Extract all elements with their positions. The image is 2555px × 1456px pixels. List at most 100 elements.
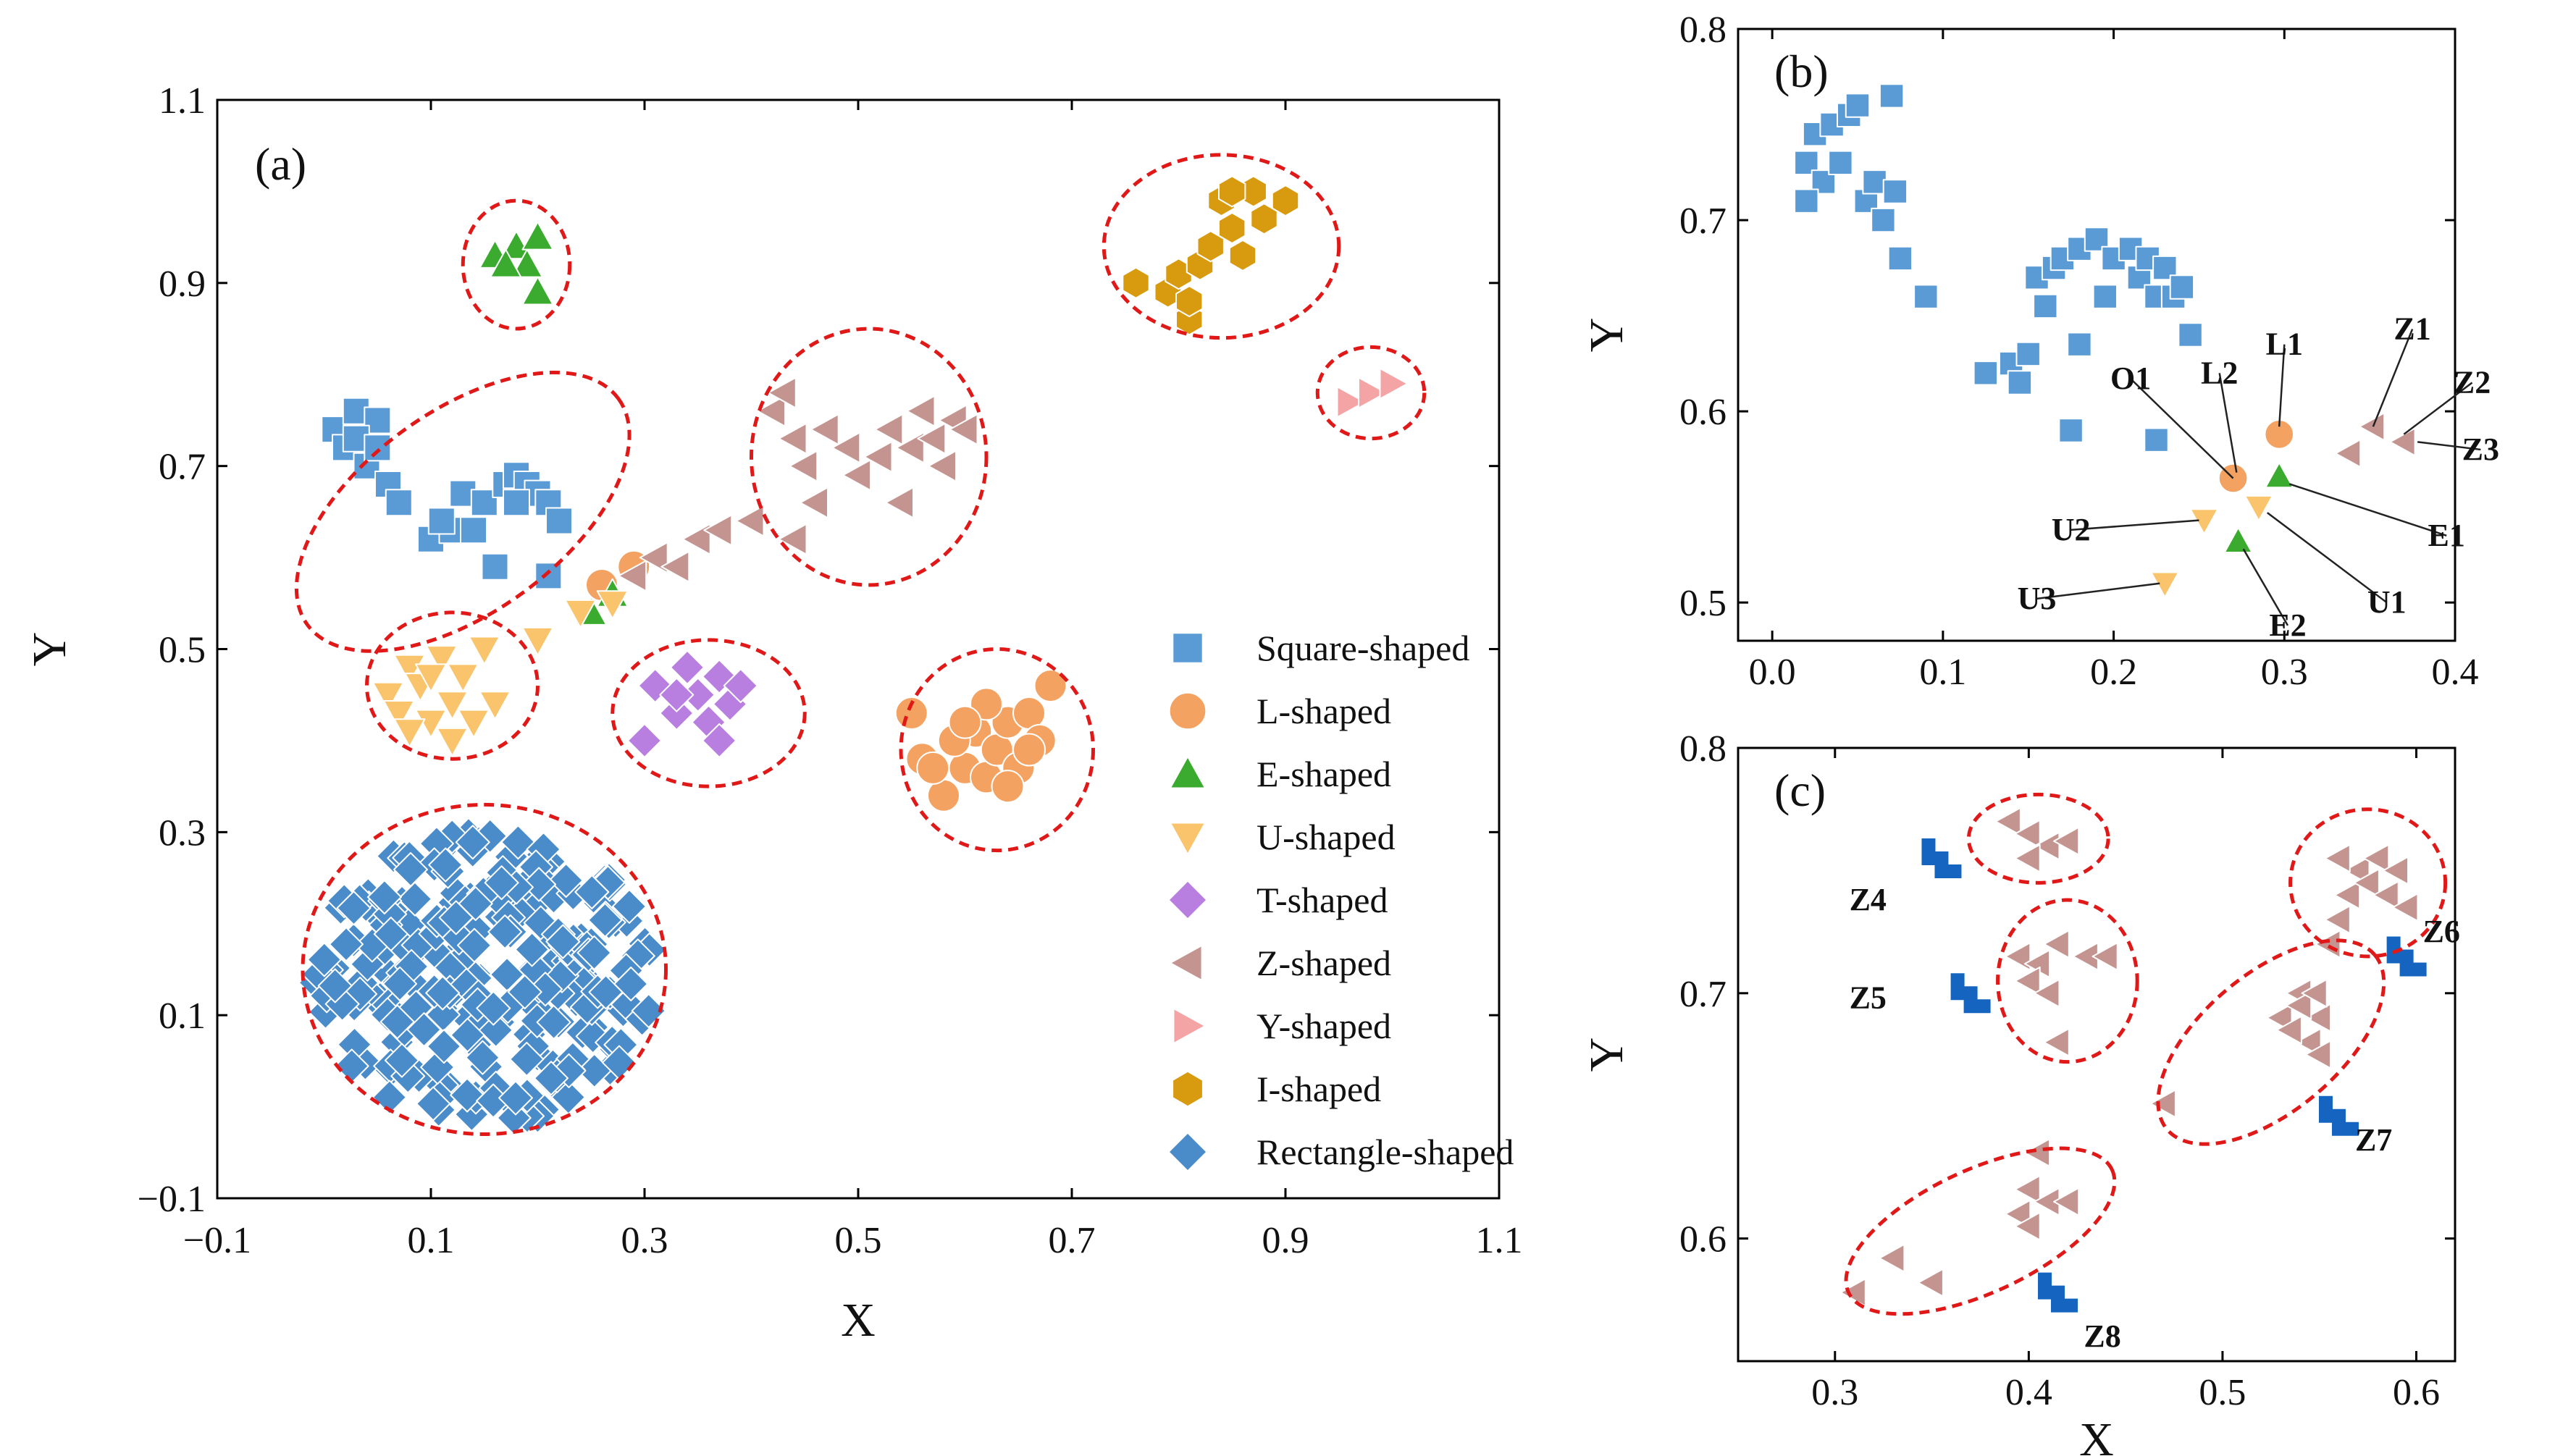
- data-point: [2334, 439, 2362, 468]
- plot-frame: [1737, 746, 2457, 1363]
- data-point: [612, 888, 647, 924]
- data-point: [373, 917, 408, 952]
- data-point: [545, 924, 581, 959]
- data-point: [2052, 1187, 2080, 1216]
- data-point: [767, 376, 797, 409]
- data-point: [534, 1061, 569, 1096]
- series-z-configurations: [1921, 838, 2427, 1313]
- callout-label: Z7: [2355, 1122, 2392, 1158]
- x-axis-label: X: [2079, 1413, 2114, 1456]
- data-point: [447, 663, 479, 693]
- legend-marker: [1172, 632, 1204, 664]
- data-point: [1887, 245, 1913, 272]
- data-point: [1879, 83, 1905, 109]
- data-point: [1973, 361, 1999, 386]
- data-point: [2052, 826, 2080, 856]
- data-point: [416, 1086, 451, 1122]
- callout-label: Z6: [2423, 914, 2460, 949]
- data-point: [895, 432, 925, 464]
- data-point: [1175, 285, 1204, 318]
- y-axis-label: Y: [23, 632, 76, 667]
- y-tick-label: 0.1: [159, 996, 206, 1037]
- data-point: [2386, 936, 2427, 977]
- data-point: [703, 514, 733, 547]
- x-tick-label: 1.1: [1476, 1220, 1523, 1261]
- y-tick-label: 1.1: [159, 80, 206, 122]
- data-point: [2318, 1095, 2359, 1136]
- data-point: [427, 1029, 461, 1064]
- data-point: [681, 523, 711, 555]
- data-point: [521, 626, 554, 656]
- data-point: [670, 649, 705, 685]
- data-point: [735, 505, 765, 537]
- data-point: [385, 489, 413, 517]
- data-point: [2033, 293, 2058, 319]
- data-point: [639, 542, 668, 574]
- data-point: [476, 990, 511, 1026]
- data-point: [613, 967, 649, 1001]
- callout-label: L2: [2201, 355, 2238, 390]
- data-point: [831, 432, 861, 464]
- data-point: [487, 914, 523, 950]
- panel-b: 0.0 0.1 0.2 0.3 0.4 0.5 0.6 0.7 0.8 Y (b) O1 L2 L1 Z1 Z…: [1580, 9, 2499, 693]
- data-point: [948, 705, 982, 739]
- y-tick-label: 0.7: [159, 447, 206, 488]
- data-point: [2043, 1027, 2070, 1057]
- y-axis-label: Y: [1580, 318, 1633, 353]
- data-point: [468, 636, 500, 665]
- legend: Square-shaped L-shaped E-shaped U-shaped T-s…: [1167, 628, 1514, 1172]
- data-point: [2372, 880, 2399, 910]
- x-tick-label: 0.3: [1811, 1372, 1858, 1413]
- data-point: [949, 413, 978, 446]
- y-tick-label: 0.6: [1679, 1219, 1727, 1261]
- plot-frame: [1737, 28, 2457, 642]
- data-point: [2092, 942, 2118, 971]
- cluster-ellipse: [294, 370, 632, 653]
- data-point: [384, 1043, 419, 1078]
- data-point: [2223, 526, 2253, 554]
- data-point: [457, 927, 492, 963]
- data-point: [548, 863, 584, 898]
- data-point: [991, 770, 1025, 804]
- y-tick-label: 0.8: [1679, 728, 1727, 770]
- leader-line: [2278, 344, 2286, 427]
- y-tick-label: 0.8: [1679, 9, 1727, 51]
- cluster-ellipse: [2156, 938, 2386, 1146]
- callout-label: U1: [2367, 584, 2407, 620]
- data-point: [2034, 831, 2060, 861]
- series-square-shaped: [1794, 83, 2203, 453]
- panel-label: (c): [1774, 765, 1826, 816]
- data-point: [2092, 284, 2118, 309]
- data-point: [450, 1017, 485, 1053]
- data-point: [1882, 179, 1908, 204]
- data-point: [306, 942, 342, 977]
- data-point: [465, 1040, 500, 1075]
- data-point: [2005, 942, 2031, 971]
- data-point: [2144, 427, 2169, 453]
- data-point: [778, 523, 807, 555]
- data-point: [2389, 427, 2416, 457]
- legend-label: Square-shaped: [1256, 628, 1469, 668]
- data-point: [317, 968, 353, 1003]
- data-point: [1217, 175, 1246, 208]
- data-point: [659, 696, 695, 731]
- leader-line: [2403, 382, 2473, 435]
- panel-label: (b): [1774, 46, 1829, 97]
- x-tick-label: 0.5: [2199, 1372, 2246, 1413]
- data-point: [723, 668, 758, 704]
- data-point: [436, 727, 469, 757]
- data-point: [800, 487, 828, 519]
- data-point: [564, 599, 597, 628]
- data-point: [425, 975, 461, 1011]
- data-point: [393, 718, 426, 748]
- legend-label: Z-shaped: [1256, 943, 1391, 983]
- data-point: [478, 1012, 513, 1048]
- data-point: [2014, 843, 2041, 873]
- data-point: [427, 507, 456, 535]
- x-tick-label: 0.0: [1749, 652, 1796, 693]
- y-tick-label: −0.1: [138, 1179, 206, 1220]
- data-point: [2244, 495, 2273, 522]
- legend-label: Rectangle-shaped: [1256, 1132, 1514, 1172]
- data-point: [534, 562, 563, 590]
- leader-line: [2288, 483, 2447, 536]
